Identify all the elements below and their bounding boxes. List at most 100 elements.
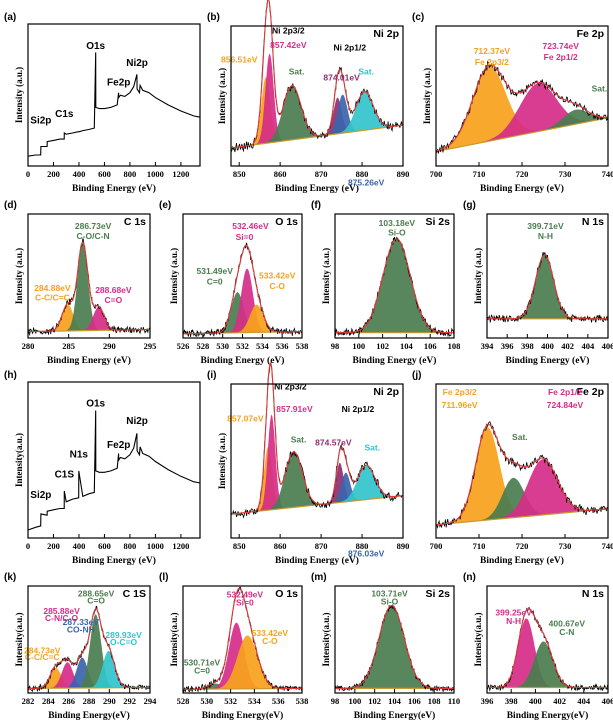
chart-svg: (i) Ni 2p Ni 2p3/2 857.91eV 857.07eV Sat. Ni 2… bbox=[207, 362, 409, 566]
x-axis-label: Binding Energy(eV) bbox=[202, 710, 284, 721]
panel-title: N 1s bbox=[582, 588, 604, 600]
peak-annotation: 288.65eV bbox=[78, 588, 115, 598]
peak-annotation: Sat. bbox=[291, 435, 307, 445]
x-tick-label: 290 bbox=[103, 696, 116, 706]
x-axis-label: Binding Energy (eV) bbox=[480, 555, 564, 566]
panel-l: (l) O 1s 532.49eV Si=0 533.42eV C-O 530.71eV C=… bbox=[157, 570, 309, 723]
panel-letter: (g) bbox=[463, 200, 476, 211]
plot-frame bbox=[182, 585, 303, 694]
peak-annotation: C-C/C=C bbox=[35, 293, 70, 303]
peak-annotation: 857.42eV bbox=[270, 40, 307, 50]
panel-i: (i) Ni 2p Ni 2p3/2 857.91eV 857.07eV Sat. Ni 2… bbox=[205, 362, 409, 568]
peak-annotation: 288.68eV bbox=[95, 285, 132, 295]
peak-annotation: 103.18eV bbox=[379, 218, 416, 228]
peak-annotation: 284.73eV bbox=[24, 645, 61, 655]
x-tick-label: 880 bbox=[356, 541, 369, 551]
plot-frame bbox=[27, 213, 151, 339]
x-tick-label: 860 bbox=[274, 541, 287, 551]
raw-spectrum bbox=[230, 0, 404, 153]
fit-envelope bbox=[183, 244, 302, 335]
panel-letter: (a) bbox=[4, 12, 16, 23]
x-tick-label: 288 bbox=[83, 696, 96, 706]
peak-annotation: N-H bbox=[506, 616, 521, 626]
x-tick-label: 526 bbox=[177, 341, 190, 351]
component-peak bbox=[28, 662, 150, 689]
peak-annotation: C=O bbox=[105, 295, 123, 305]
x-tick-label: 110 bbox=[448, 696, 460, 706]
y-axis-label: Intensity (a.u.) bbox=[321, 248, 331, 304]
component-peak bbox=[183, 635, 302, 690]
peak-annotation: C-O bbox=[269, 281, 285, 291]
component-peak bbox=[487, 618, 608, 688]
y-axis-label: Intensity (a.u.) bbox=[473, 248, 483, 304]
peak-annotation: Sat. bbox=[358, 66, 374, 76]
x-tick-label: 106 bbox=[424, 341, 437, 351]
component-peak bbox=[231, 91, 403, 148]
x-tick-label: 860 bbox=[274, 169, 287, 179]
component-peak bbox=[335, 605, 454, 689]
x-tick-label: 108 bbox=[448, 341, 461, 351]
x-tick-label: 1000 bbox=[147, 169, 164, 179]
panel-letter: (e) bbox=[159, 200, 171, 211]
raw-spectrum bbox=[435, 60, 609, 154]
peak-label: C1S bbox=[55, 470, 75, 481]
peak-annotation: Ni 2p3/2 bbox=[272, 26, 305, 36]
x-tick-label: 730 bbox=[559, 169, 572, 179]
peak-annotation: 532.49eV bbox=[227, 589, 264, 599]
x-tick-label: 532 bbox=[236, 341, 249, 351]
panel-title: Ni 2p bbox=[373, 28, 399, 40]
x-tick-label: 528 bbox=[177, 696, 190, 706]
peak-annotation: 857.91eV bbox=[276, 404, 313, 414]
panel-a: (a) O1s Ni2p Fe2p C1s Si2p 0 200 400 600 800 1000 12… bbox=[2, 10, 205, 196]
x-tick-label: 0 bbox=[26, 541, 30, 551]
peak-annotation: 723.74eV bbox=[542, 41, 579, 51]
peak-annotation: N-H bbox=[538, 231, 553, 241]
peak-annotation: Sat. bbox=[364, 443, 380, 453]
peak-annotation: 284.88eV bbox=[34, 283, 71, 293]
peak-annotation: 874.57eV bbox=[315, 437, 352, 447]
x-tick-label: 600 bbox=[98, 169, 111, 179]
x-tick-label: 530 bbox=[216, 341, 229, 351]
x-tick-label: 294 bbox=[144, 696, 158, 706]
peak-label: Ni2p bbox=[126, 416, 148, 427]
x-tick-label: 538 bbox=[296, 696, 309, 706]
peak-label: O1s bbox=[86, 41, 105, 52]
x-axis-label: Binding Energy (eV) bbox=[47, 355, 131, 366]
x-tick-label: 538 bbox=[296, 341, 309, 351]
x-tick-label: 200 bbox=[47, 541, 60, 551]
x-tick-label: 396 bbox=[501, 341, 514, 351]
x-tick-label: 530 bbox=[200, 696, 213, 706]
x-axis-label: Binding Energy (eV) bbox=[480, 183, 564, 194]
x-axis-label: Binding Energy (eV) bbox=[353, 355, 437, 366]
x-tick-label: 284 bbox=[42, 696, 56, 706]
panel-letter: (c) bbox=[412, 12, 424, 23]
panel-letter: (m) bbox=[311, 572, 327, 583]
peak-label: Si2p bbox=[30, 115, 51, 126]
peak-label: Ni2p bbox=[126, 58, 148, 69]
y-axis-label: Intensity (a.u.) bbox=[169, 248, 179, 304]
peak-annotation: C=O bbox=[87, 596, 105, 606]
peak-label: Fe2p bbox=[107, 77, 130, 88]
survey-spectrum bbox=[27, 410, 201, 531]
chart-svg: (b) Ni 2p Ni 2p3/2 857.42eV 856.51eV Sat. Ni 2… bbox=[207, 0, 410, 194]
peak-annotation: 874.01eV bbox=[323, 73, 360, 83]
x-tick-label: 102 bbox=[368, 696, 381, 706]
panel-title: C 1s bbox=[124, 216, 146, 228]
panel-title: Si 2s bbox=[425, 216, 450, 228]
x-tick-label: 280 bbox=[22, 341, 35, 351]
x-tick-label: 700 bbox=[430, 541, 443, 551]
x-tick-label: 890 bbox=[397, 169, 410, 179]
x-tick-label: 292 bbox=[123, 696, 136, 706]
plot-frame bbox=[27, 381, 201, 539]
fit-envelope bbox=[183, 588, 302, 690]
x-tick-label: 870 bbox=[315, 169, 328, 179]
x-tick-label: 800 bbox=[124, 169, 137, 179]
peak-annotation: O-C=O bbox=[110, 637, 138, 647]
survey-spectrum bbox=[27, 52, 201, 157]
peak-annotation: Sat. bbox=[289, 66, 305, 76]
panel-letter: (j) bbox=[412, 370, 421, 381]
x-axis-label: Binding Energy (eV) bbox=[72, 555, 156, 566]
